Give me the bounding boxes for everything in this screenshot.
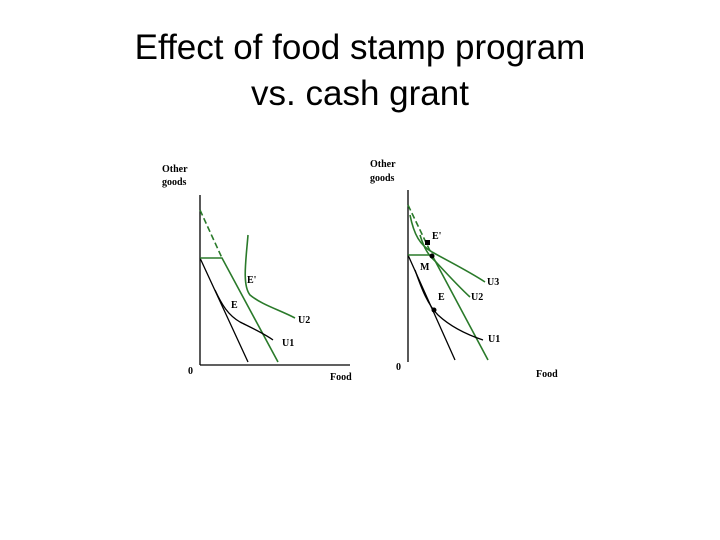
y-axis-label: Other (162, 164, 188, 175)
stamp-budget (200, 257, 279, 363)
y-axis-label: goods (162, 177, 187, 188)
indifference-curve (214, 289, 274, 341)
y-axis-label: goods (370, 173, 395, 184)
indifference-curve (419, 234, 471, 298)
point-label: E (231, 300, 238, 311)
curve-label: U2 (471, 292, 483, 303)
point-label: M (420, 262, 430, 273)
title-line: vs. cash grant (251, 74, 469, 113)
indifference-curve (244, 234, 296, 319)
point (425, 240, 430, 245)
curve-label: U3 (487, 277, 499, 288)
point-label: E' (432, 231, 442, 242)
indifference-curve (414, 269, 484, 341)
cash-budget (407, 204, 433, 256)
title-line: Effect of food stamp program (134, 28, 586, 67)
budget-line (199, 257, 249, 363)
curve-label: U2 (298, 315, 310, 326)
x-axis-label: Food (330, 372, 352, 383)
y-axis-label: Other (370, 159, 396, 170)
point-label: E' (247, 275, 257, 286)
indifference-curve (409, 214, 486, 283)
right-diagram: Other goods 0 Food E E' M U1 U2 U3 (370, 159, 558, 380)
origin: 0 (396, 362, 401, 373)
x-axis-label: Food (536, 369, 558, 380)
cash-budget (199, 209, 223, 259)
point (429, 253, 435, 259)
curve-label: U1 (282, 338, 294, 349)
origin: 0 (188, 366, 193, 377)
point-label: E (438, 292, 445, 303)
curve-label: U1 (488, 334, 500, 345)
point (431, 307, 437, 313)
left-diagram: Other goods 0 Food E E' U1 U2 (162, 164, 352, 383)
